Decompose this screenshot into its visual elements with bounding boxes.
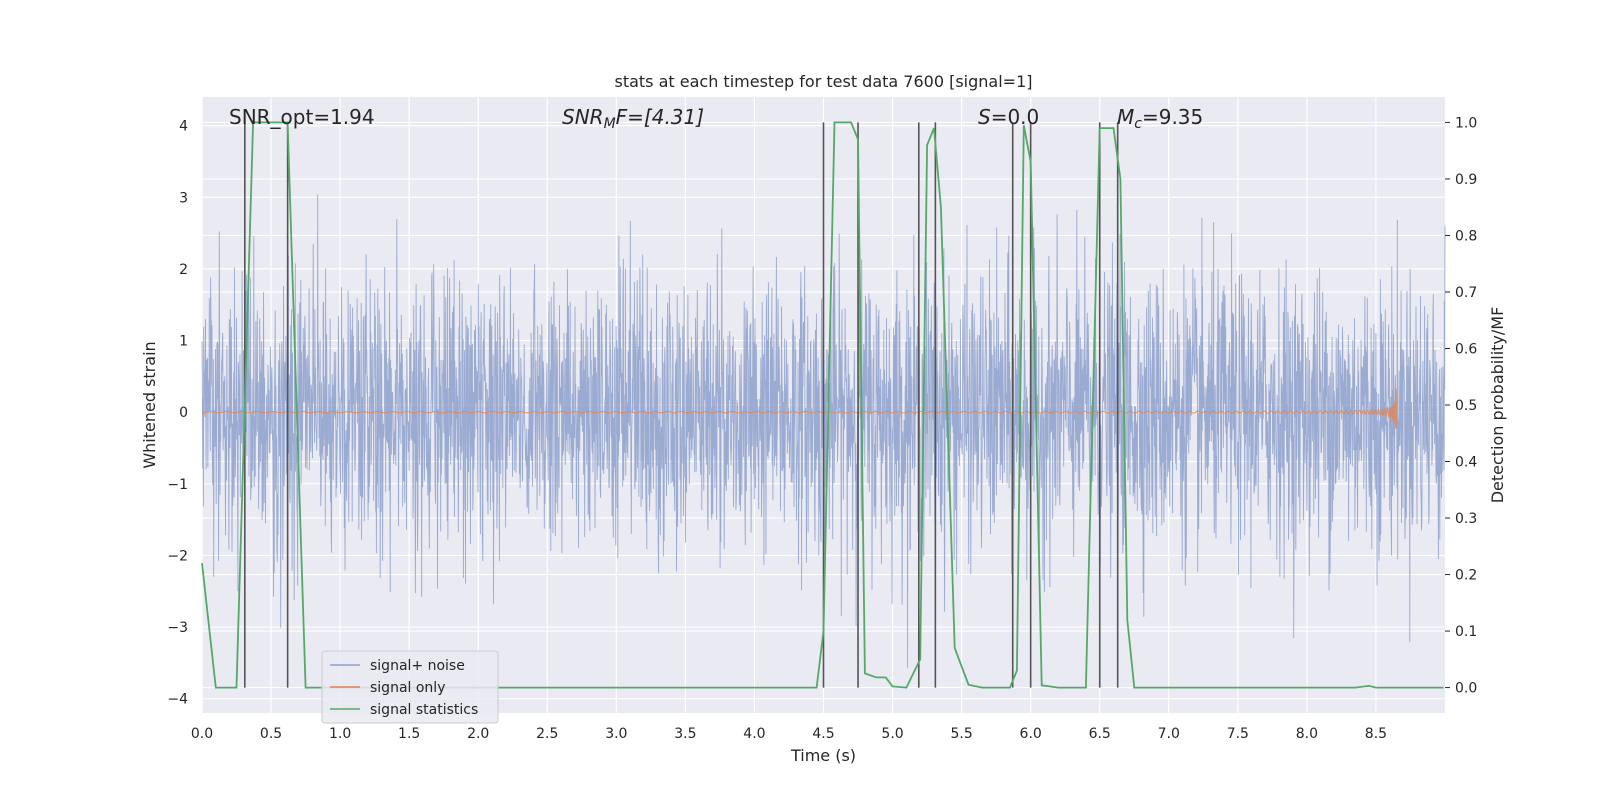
x-tick-label: 7.0 [1158,726,1180,742]
legend: signal+ noise signal only signal statist… [321,650,499,724]
signal-only-series [201,388,1398,429]
signal-statistics-series [201,121,1444,689]
y-right-tick-label: 0.1 [1455,624,1477,640]
chart-title: stats at each timestep for test data 760… [614,72,1032,91]
annotation-snr-mf-symbol: SNR [562,105,604,129]
annotation-mc-value: =9.35 [1142,105,1203,129]
legend-label-signal-only: signal only [370,680,445,696]
legend-item-signal-noise: signal+ noise [330,658,465,674]
x-tick-label: 6.0 [1020,726,1042,742]
legend-label-signal-noise: signal+ noise [370,658,465,674]
annotation-s: S=0.0 [978,105,1039,129]
annotation-s-symbol: S [978,105,991,129]
legend-label-signal-statistics: signal statistics [370,702,478,718]
x-tick-label: 1.5 [398,726,420,742]
y-right-tick-label: 0.8 [1455,228,1477,244]
annotation-mc-subscript: c [1134,116,1142,132]
y-tick-label: 4 [179,119,188,135]
x-tick-label: 2.5 [536,726,558,742]
y-right-tick-label: 1.0 [1455,115,1477,131]
y-tick-label: −2 [167,548,188,564]
x-tick-label: 7.5 [1227,726,1249,742]
y-tick-label: −3 [167,620,188,636]
y-tick-label: 1 [179,334,188,350]
x-tick-label: 8.5 [1365,726,1387,742]
y-right-tick-label: 0.2 [1455,568,1477,584]
legend-item-signal-statistics: signal statistics [330,702,478,718]
annotation-snr-opt: SNR_opt=1.94 [229,105,375,129]
x-tick-label: 4.0 [743,726,765,742]
x-tick-label: 4.5 [812,726,834,742]
x-tick-label: 1.0 [329,726,351,742]
x-tick-label: 2.0 [467,726,489,742]
x-tick-label: 8.0 [1296,726,1318,742]
y-tick-label: 3 [179,190,188,206]
annotation-snr-mf: SNRMF=[4.31] [562,105,704,132]
annotation-snr-mf-subscript: M [604,116,616,132]
x-tick-label: 5.5 [950,726,972,742]
y-tick-label: −1 [167,477,188,493]
y-right-tick-label: 0.5 [1455,398,1477,414]
y-axis-label: Whitened strain [140,341,159,468]
x-tick-label: 3.5 [674,726,696,742]
x-tick-label: 0.0 [191,726,213,742]
y-tick-label: 2 [179,262,188,278]
y-right-tick-label: 0.9 [1455,172,1477,188]
y-right-tick-label: 0.4 [1455,455,1477,471]
y-axis-label-right: Detection probability/MF [1488,307,1507,504]
tick-labels: 0.0 0.5 1.0 1.5 2.0 2.5 3.0 3.5 4.0 4.5 5.0 5.5 6.0 6… [167,115,1477,742]
x-tick-label: 0.5 [260,726,282,742]
y-right-tick-label: 0.0 [1455,681,1477,697]
x-tick-label: 3.0 [605,726,627,742]
annotation-s-value: =0.0 [991,105,1040,129]
x-axis-label: Time (s) [790,746,856,765]
signal-only-line [201,388,1398,429]
y-tick-label: −4 [167,692,188,708]
x-tick-label: 6.5 [1089,726,1111,742]
signal-statistics-line [201,121,1444,689]
y-tick-label: 0 [179,405,188,421]
annotation-mc-symbol: M [1117,105,1134,129]
legend-box [321,650,499,724]
y-right-tick-label: 0.7 [1455,285,1477,301]
y-right-tick-label: 0.6 [1455,341,1477,357]
legend-item-signal-only: signal only [330,680,445,696]
annotation-mc: Mc=9.35 [1117,105,1203,132]
y-right-tick-label: 0.3 [1455,511,1477,527]
annotation-snr-mf-value: F=[4.31] [616,105,704,129]
x-tick-label: 5.0 [881,726,903,742]
